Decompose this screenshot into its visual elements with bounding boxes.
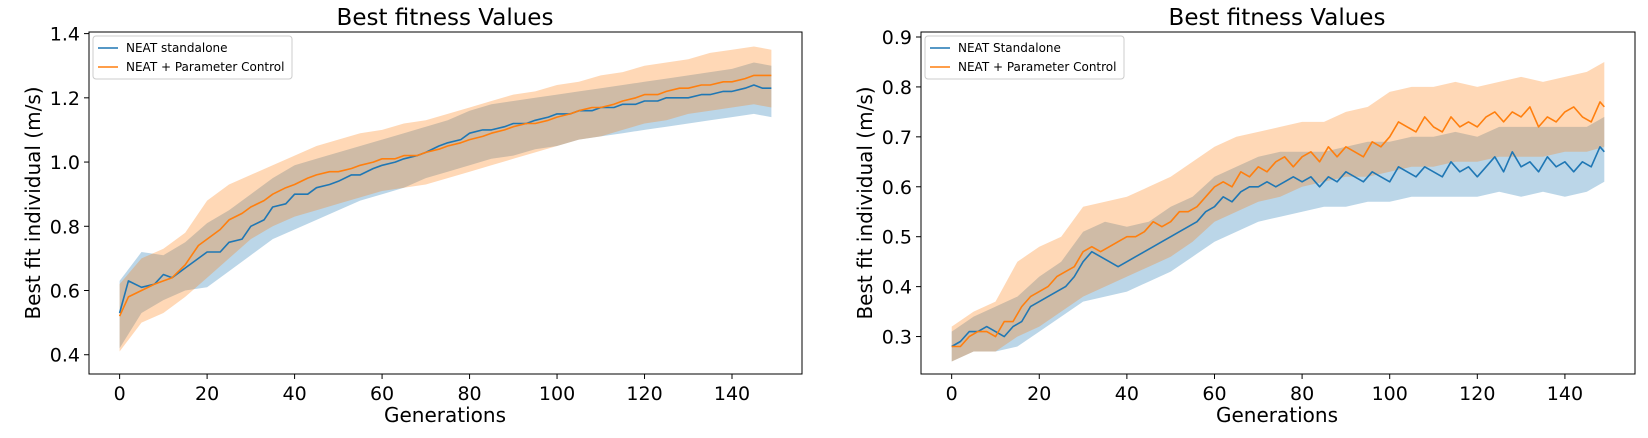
series-line-neat-standalone-left xyxy=(118,84,772,314)
x-tick-label-left-5: 100 xyxy=(539,383,575,405)
chart-left: 0 20 40 60 80 100 120 140 0.4 0.6 0.8 1.0 1.2 1.4 Be… xyxy=(21,5,803,427)
x-tick-label-left-6: 120 xyxy=(626,383,662,405)
x-tick-label-left-2: 40 xyxy=(282,383,306,405)
x-tick-label-left-4: 80 xyxy=(457,383,481,405)
legend-entry-left-1: NEAT + Parameter Control xyxy=(126,60,284,74)
chart-title-left: Best fitness Values xyxy=(337,5,554,31)
y-tick-label-left-3: 1.0 xyxy=(50,152,80,174)
x-tick-label-right-5: 100 xyxy=(1372,383,1408,405)
y-tick-label-left-2: 0.8 xyxy=(50,216,80,238)
legend-entry-left-0: NEAT standalone xyxy=(126,41,228,55)
x-tick-label-right-2: 40 xyxy=(1115,383,1139,405)
y-tick-label-right-4: 0.7 xyxy=(882,127,912,149)
x-tick-label-right-4: 80 xyxy=(1290,383,1314,405)
plot-frame-right xyxy=(920,31,1636,375)
y-tick-label-right-2: 0.5 xyxy=(882,227,912,249)
band-neat-parameter-control-left xyxy=(119,46,772,352)
series-line-neat-parameter-control-left xyxy=(118,74,772,317)
x-tick-label-right-7: 140 xyxy=(1547,383,1583,405)
x-tick-label-right-1: 20 xyxy=(1027,383,1051,405)
legend-entry-right-0: NEAT Standalone xyxy=(958,41,1061,55)
y-tick-label-right-6: 0.9 xyxy=(882,27,912,49)
plot-frame-left xyxy=(88,31,803,375)
y-tick-label-right-5: 0.8 xyxy=(882,77,912,99)
x-tick-label-left-3: 60 xyxy=(370,383,394,405)
legend-box-left xyxy=(92,35,293,80)
x-tick-label-right-6: 120 xyxy=(1459,383,1495,405)
y-tick-label-left-0: 0.4 xyxy=(50,345,80,367)
y-tick-label-right-3: 0.6 xyxy=(882,177,912,199)
chart-right: 0 20 40 60 80 100 120 140 0.3 0.4 0.5 0.6 0.7 0.8 0.9… xyxy=(853,5,1636,427)
y-tick-label-right-0: 0.3 xyxy=(882,327,912,349)
x-axis-label-right: Generations xyxy=(1216,403,1338,427)
legend-left: NEAT standalone NEAT + Parameter Control xyxy=(92,35,293,80)
x-tick-label-left-1: 20 xyxy=(195,383,219,405)
band-neat-parameter-control-right xyxy=(951,62,1605,362)
y-tick-label-left-1: 0.6 xyxy=(50,281,80,303)
chart-title-right: Best fitness Values xyxy=(1169,5,1386,31)
plot-area-right xyxy=(921,32,1635,374)
y-axis-label-right: Best fit individual (m/s) xyxy=(853,86,877,319)
x-tick-label-left-7: 140 xyxy=(714,383,750,405)
legend-box-right xyxy=(924,35,1125,80)
x-tick-label-right-0: 0 xyxy=(946,383,958,405)
y-axis-label-left: Best fit individual (m/s) xyxy=(21,86,45,319)
y-tick-label-right-1: 0.4 xyxy=(882,277,912,299)
series-line-neat-parameter-control-right xyxy=(951,101,1605,348)
y-tick-label-left-4: 1.2 xyxy=(50,88,80,110)
series-line-neat-standalone-right xyxy=(951,146,1605,348)
band-neat-standalone-right xyxy=(951,116,1605,362)
band-neat-standalone-left xyxy=(119,62,772,349)
y-tick-label-left-5: 1.4 xyxy=(50,24,80,46)
legend-right: NEAT Standalone NEAT + Parameter Control xyxy=(924,35,1125,80)
x-axis-label-left: Generations xyxy=(384,403,506,427)
x-tick-label-right-3: 60 xyxy=(1202,383,1226,405)
legend-entry-right-1: NEAT + Parameter Control xyxy=(958,60,1116,74)
x-tick-label-left-0: 0 xyxy=(114,383,126,405)
